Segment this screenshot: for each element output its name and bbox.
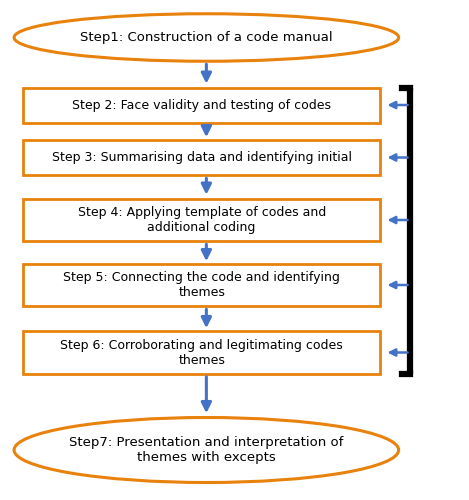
Text: Step 4: Applying template of codes and
additional coding: Step 4: Applying template of codes and a…	[77, 206, 326, 234]
Text: Step 5: Connecting the code and identifying
themes: Step 5: Connecting the code and identify…	[63, 271, 340, 299]
Text: Step1: Construction of a code manual: Step1: Construction of a code manual	[80, 31, 333, 44]
Text: Step7: Presentation and interpretation of
themes with excepts: Step7: Presentation and interpretation o…	[69, 436, 344, 464]
Text: Step 6: Corroborating and legitimating codes
themes: Step 6: Corroborating and legitimating c…	[61, 338, 343, 366]
Text: Step 3: Summarising data and identifying initial: Step 3: Summarising data and identifying…	[52, 151, 352, 164]
Text: Step 2: Face validity and testing of codes: Step 2: Face validity and testing of cod…	[72, 98, 331, 112]
